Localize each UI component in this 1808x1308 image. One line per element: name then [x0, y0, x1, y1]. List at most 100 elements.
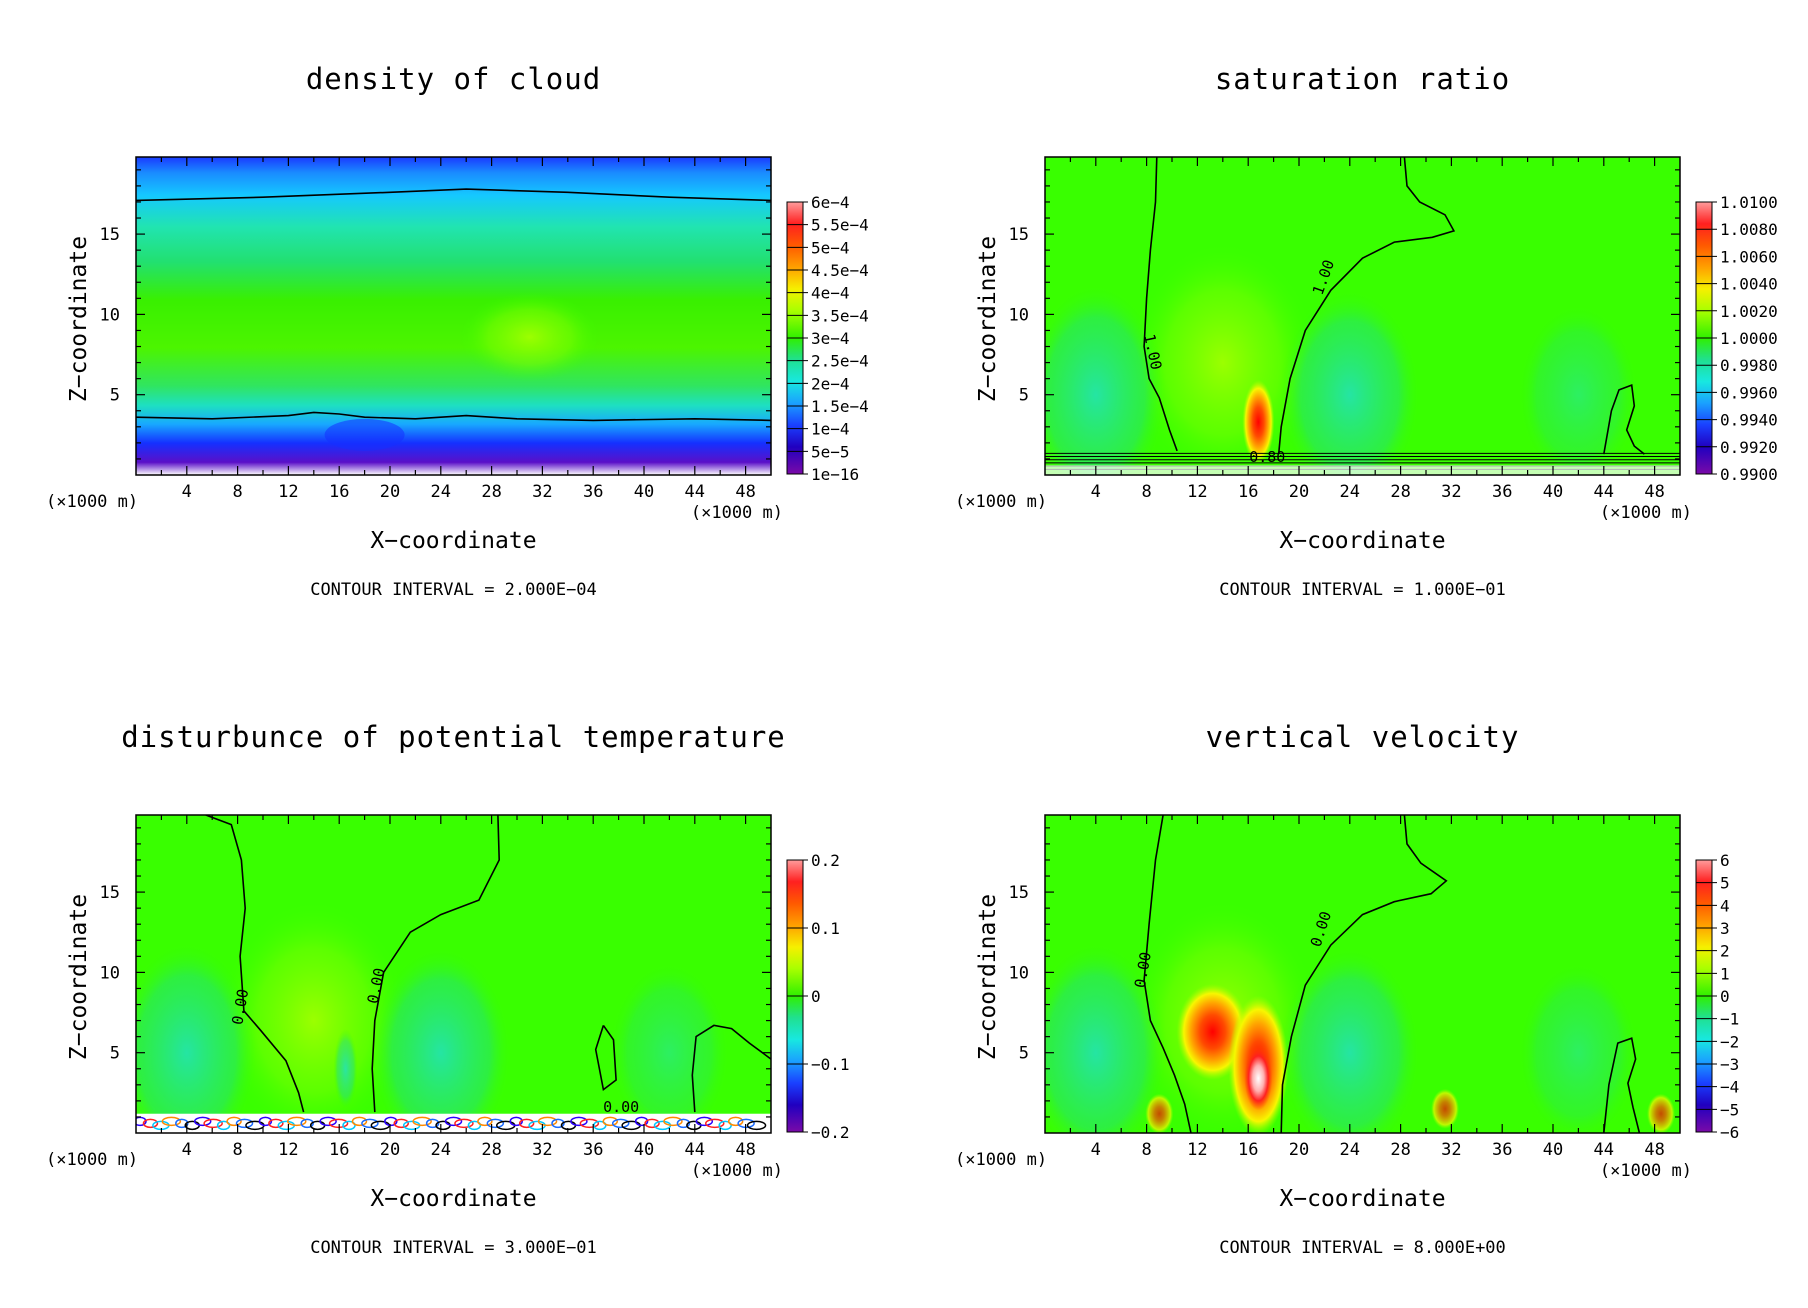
surface-eddy [467, 1120, 482, 1131]
colorbar-label: 0.9900 [1720, 465, 1778, 484]
colorbar-label: 2.5e−4 [811, 352, 869, 371]
x-tick-label: 12 [1187, 482, 1207, 502]
colorbar-label: 0.9940 [1720, 411, 1778, 430]
surface-eddy [361, 1118, 379, 1129]
surface-eddy [216, 1120, 231, 1131]
contour-line-1 [1143, 815, 1192, 1133]
supersaturation-core [1242, 380, 1275, 464]
surface-updraft [1646, 1093, 1675, 1133]
surface-eddy [342, 1120, 356, 1131]
contour-line-2 [371, 815, 501, 1113]
x-tick-label: 20 [1289, 1140, 1309, 1160]
x-tick-label: 8 [1141, 482, 1151, 502]
plot-frame [135, 156, 772, 476]
x-tick-label: 48 [1644, 482, 1664, 502]
contour-line-4 [691, 1024, 771, 1113]
y-tick-label: 10 [1009, 963, 1029, 983]
x-tick-label: 40 [1543, 482, 1563, 502]
y-tick-label: 15 [1009, 883, 1029, 903]
panel-title: vertical velocity [1206, 720, 1520, 754]
surface-eddy [193, 1116, 212, 1127]
x-tick-label: 32 [532, 1140, 552, 1160]
surface-eddy [444, 1116, 463, 1127]
y-tick-label: 10 [100, 305, 120, 325]
surface-eddy [384, 1116, 398, 1127]
contour-label: 0.00 [1131, 951, 1155, 990]
surface-eddy [454, 1118, 474, 1129]
x-tick-label: 36 [1492, 482, 1512, 502]
x-tick-label: 24 [431, 482, 451, 502]
surface-eddy [300, 1118, 314, 1129]
colorbar-label: 4.5e−4 [811, 261, 869, 280]
y-tick-label: 5 [110, 1044, 120, 1064]
colorbar-label: 1.0040 [1720, 275, 1778, 294]
contour-line-2 [1277, 157, 1456, 455]
colorbar-label: 3.5e−4 [811, 306, 869, 325]
updraft-core [1244, 1046, 1273, 1111]
y-tick-label: 15 [100, 883, 120, 903]
surface-updraft [1145, 1093, 1174, 1133]
colorbar-label: 4 [1720, 896, 1730, 915]
anomaly-negative-east [1279, 947, 1420, 1133]
contour-line-1 [136, 188, 771, 202]
contour-line-1 [1143, 157, 1178, 452]
surface-eddy [727, 1116, 744, 1127]
contour-line-3 [1603, 1037, 1641, 1133]
x-tick-label: 12 [278, 482, 298, 502]
anomaly-negative-west [136, 942, 257, 1133]
x-tick-label: 8 [232, 482, 242, 502]
x-tick-label: 36 [583, 1140, 603, 1160]
x-tick-label: 24 [431, 1140, 451, 1160]
anomaly-negative-far [1518, 962, 1639, 1133]
surface-eddy [258, 1116, 273, 1127]
anomaly-negative-west [1045, 284, 1166, 475]
surface-eddy [235, 1118, 254, 1129]
contour-label: 0.00 [228, 988, 252, 1027]
cool-core [333, 1028, 358, 1109]
colorbar-label: 0.9920 [1720, 438, 1778, 457]
panel-3: disturbunce of potential temperature 0.00… [46, 720, 850, 1258]
x-tick-label: 16 [329, 482, 349, 502]
x-tick-label: 32 [1441, 482, 1461, 502]
contour-label: 0.00 [603, 1098, 639, 1116]
low-density-patch [324, 418, 405, 451]
colorbar-label: 3 [1720, 919, 1730, 938]
x-tick-label: 16 [329, 1140, 349, 1160]
colorbar-label: 0.1 [811, 919, 840, 938]
x-unit-label: (×1000 m) [691, 503, 783, 523]
y-unit-label: (×1000 m) [46, 492, 138, 512]
x-axis-label: X−coordinate [1279, 1186, 1445, 1212]
surface-eddy [509, 1116, 523, 1127]
surface-eddy [537, 1116, 558, 1127]
colorbar-label: −0.1 [811, 1055, 850, 1074]
contour-interval-label: CONTOUR INTERVAL = 1.000E−01 [1219, 580, 1506, 600]
surface-eddy [634, 1116, 649, 1127]
surface-band [1045, 465, 1680, 475]
colorbar-label: −6 [1720, 1123, 1739, 1142]
colorbar-label: 3e−4 [811, 329, 850, 348]
x-tick-label: 48 [1644, 1140, 1664, 1160]
x-tick-label: 48 [735, 482, 755, 502]
y-unit-label: (×1000 m) [955, 492, 1047, 512]
colorbar-label: 0 [1720, 987, 1730, 1006]
x-tick-label: 44 [1594, 482, 1614, 502]
surface-eddy [175, 1118, 189, 1129]
contour-field [1045, 157, 1680, 475]
x-tick-label: 16 [1238, 482, 1258, 502]
surface-eddy [477, 1116, 493, 1127]
contour-interval-label: CONTOUR INTERVAL = 8.000E+00 [1219, 1238, 1506, 1258]
surface-eddy [226, 1116, 242, 1127]
x-tick-label: 36 [583, 482, 603, 502]
x-unit-label: (×1000 m) [1600, 503, 1692, 523]
y-axis-label: Z−coordinate [975, 236, 1001, 402]
surface-updraft [1431, 1088, 1460, 1129]
y-tick-label: 5 [110, 386, 120, 406]
surface-eddy [161, 1116, 182, 1127]
colorbar-label: 0.2 [811, 851, 840, 870]
colorbar-label: 1.0020 [1720, 302, 1778, 321]
surface-eddy [570, 1116, 588, 1127]
